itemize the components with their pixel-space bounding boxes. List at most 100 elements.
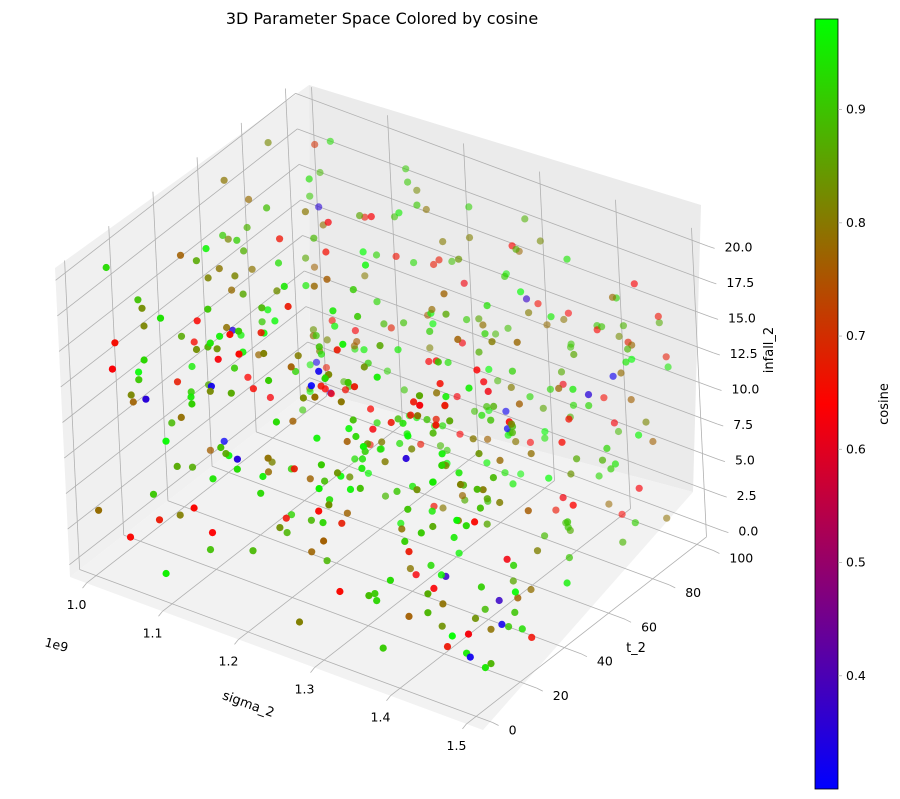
y-tick-mark xyxy=(669,584,676,589)
scatter-point xyxy=(490,402,498,410)
scatter-point xyxy=(394,346,402,354)
scatter-points xyxy=(95,137,672,672)
scatter-point xyxy=(569,401,578,409)
scatter-point xyxy=(429,320,437,328)
z-tick-label: 17.5 xyxy=(726,275,754,290)
scatter-point xyxy=(192,257,200,265)
scatter-point xyxy=(358,455,367,463)
scatter-point xyxy=(282,514,290,522)
scatter-point xyxy=(564,518,572,526)
scatter-point xyxy=(188,463,197,471)
scatter-point xyxy=(479,486,487,494)
colorbar-label: cosine xyxy=(877,383,892,425)
scatter-point xyxy=(422,205,430,214)
scatter-point xyxy=(224,235,232,243)
scatter-point xyxy=(496,498,504,507)
scatter-point xyxy=(168,419,176,427)
scatter-point xyxy=(320,537,328,545)
scatter-point xyxy=(378,438,386,446)
z-gridline-left xyxy=(63,270,305,459)
scatter-point xyxy=(400,319,408,327)
scatter-point xyxy=(417,529,425,537)
scatter-point xyxy=(405,548,413,556)
scatter-point xyxy=(460,279,468,287)
scatter-point xyxy=(306,361,314,369)
scatter-point xyxy=(394,415,402,423)
scatter-point xyxy=(509,561,518,570)
scatter-point xyxy=(337,398,345,406)
scatter-point xyxy=(536,237,544,245)
scatter-point xyxy=(527,450,535,458)
scatter-point xyxy=(308,548,316,556)
scatter-point xyxy=(162,569,170,578)
scatter-point xyxy=(456,430,464,438)
scatter-point xyxy=(436,442,445,450)
scatter-point xyxy=(272,418,280,426)
scatter-point xyxy=(233,455,241,463)
scatter-point xyxy=(448,632,456,640)
scatter-point xyxy=(333,469,342,477)
scatter-point xyxy=(564,309,573,317)
scatter-point xyxy=(404,178,412,186)
scatter-point xyxy=(609,372,617,380)
scatter-point xyxy=(426,344,434,352)
scatter-point xyxy=(603,444,611,452)
scatter-point xyxy=(533,547,542,555)
scatter-point xyxy=(408,445,416,453)
scatter-point xyxy=(505,623,513,631)
scatter-point xyxy=(220,437,228,445)
scatter-point xyxy=(216,332,224,340)
scatter-point xyxy=(365,592,373,600)
scatter-point xyxy=(149,490,158,498)
scatter-point xyxy=(343,437,351,446)
scatter-point xyxy=(455,255,463,263)
scatter-point xyxy=(349,286,357,294)
y-gridline-floor xyxy=(123,534,537,689)
x-tick-mark xyxy=(386,695,391,701)
scatter-point xyxy=(569,501,577,509)
scatter-point xyxy=(662,353,670,361)
scatter-point xyxy=(387,324,395,332)
scatter-point xyxy=(608,293,617,301)
scatter-point xyxy=(567,470,575,478)
scatter-point xyxy=(204,274,212,282)
scatter-point xyxy=(222,450,230,458)
scatter-point xyxy=(306,387,314,396)
scatter-point xyxy=(439,600,447,608)
scatter-point xyxy=(127,391,135,399)
scatter-point xyxy=(618,510,626,518)
scatter-point xyxy=(513,338,521,346)
x-tick-mark xyxy=(82,582,87,589)
scatter-point xyxy=(316,168,324,177)
scatter-point xyxy=(381,492,390,500)
scatter-point xyxy=(140,322,148,330)
scatter-point xyxy=(217,443,225,452)
scatter-point xyxy=(466,653,474,661)
scatter-point xyxy=(469,435,477,443)
y-tick-label: 100 xyxy=(729,550,753,565)
z-tick-mark xyxy=(711,317,719,320)
colorbar-tick-label: 0.5 xyxy=(846,555,866,570)
z-axis-label: infall_2 xyxy=(762,327,777,373)
z-tick-mark xyxy=(720,494,727,498)
z-gridline-left xyxy=(65,306,307,494)
scatter-point xyxy=(442,393,450,401)
scatter-point xyxy=(323,336,331,344)
z-gridline-back xyxy=(309,377,723,532)
scatter-point xyxy=(271,317,279,325)
scatter-point xyxy=(349,416,357,424)
z-gridline-left xyxy=(57,128,298,317)
z-tick-label: 10.0 xyxy=(732,382,760,397)
scatter-point xyxy=(473,366,481,374)
z-tick-mark xyxy=(710,281,717,285)
scatter-point xyxy=(526,438,535,446)
scatter-point xyxy=(465,384,473,392)
scatter-point xyxy=(541,434,549,442)
scatter-point xyxy=(274,259,283,267)
x-axis-offset-label: 1e9 xyxy=(43,634,70,655)
scatter-point xyxy=(373,419,381,427)
scatter-point xyxy=(569,385,577,393)
scatter-point xyxy=(503,555,511,563)
z-gridline-back xyxy=(305,306,720,460)
scatter-point xyxy=(310,263,319,271)
